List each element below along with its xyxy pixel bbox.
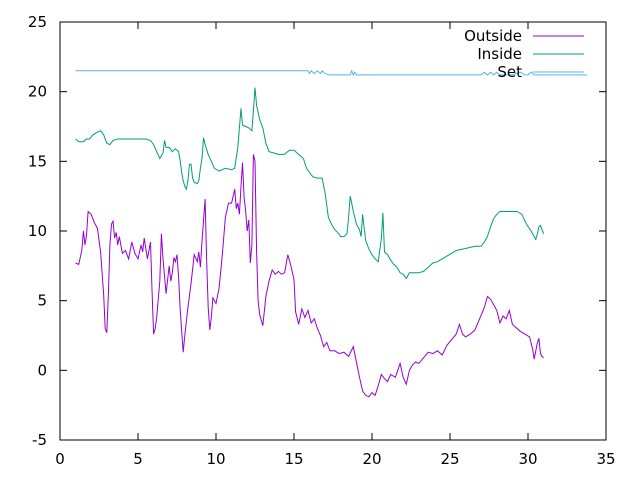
series-lines [75,69,588,398]
legend-label-inside: Inside [477,45,522,63]
x-tick-label: 10 [206,450,225,468]
x-tick-label: 15 [284,450,303,468]
series-line-outside [75,154,544,398]
y-tick-label: 20 [28,83,47,101]
x-tick-label: 20 [362,450,381,468]
plot-frame [59,21,607,441]
x-tick-label: 30 [518,450,537,468]
y-tick-label: 25 [28,13,47,31]
x-tick-label: 25 [440,450,459,468]
y-tick-label: 0 [37,361,47,379]
y-tick-label: -5 [32,431,47,449]
y-tick-label: 15 [28,152,47,170]
x-axis-ticks: 0 5 10 15 20 25 30 35 [55,22,616,468]
x-tick-label: 0 [55,450,65,468]
x-tick-label: 35 [596,450,615,468]
y-tick-label: 5 [37,292,47,310]
series-line-set [75,69,588,77]
series-line-inside [75,87,545,280]
legend-label-set: Set [497,63,522,81]
y-axis-ticks: -5 0 5 10 15 20 25 [28,13,606,449]
legend-label-outside: Outside [464,27,522,45]
x-tick-label: 5 [133,450,143,468]
y-tick-label: 10 [28,222,47,240]
